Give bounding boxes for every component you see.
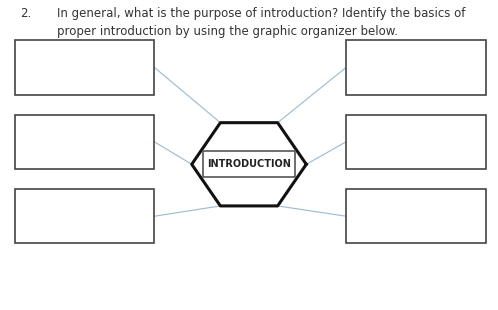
FancyBboxPatch shape (15, 115, 154, 169)
FancyBboxPatch shape (203, 151, 295, 177)
Text: 2.: 2. (20, 7, 31, 20)
Text: INTRODUCTION: INTRODUCTION (207, 159, 291, 169)
FancyBboxPatch shape (346, 189, 486, 243)
FancyBboxPatch shape (346, 40, 486, 95)
Text: In general, what is the purpose of introduction? Identify the basics of
proper i: In general, what is the purpose of intro… (57, 7, 466, 38)
FancyBboxPatch shape (15, 189, 154, 243)
Polygon shape (192, 123, 306, 206)
FancyBboxPatch shape (346, 115, 486, 169)
FancyBboxPatch shape (15, 40, 154, 95)
